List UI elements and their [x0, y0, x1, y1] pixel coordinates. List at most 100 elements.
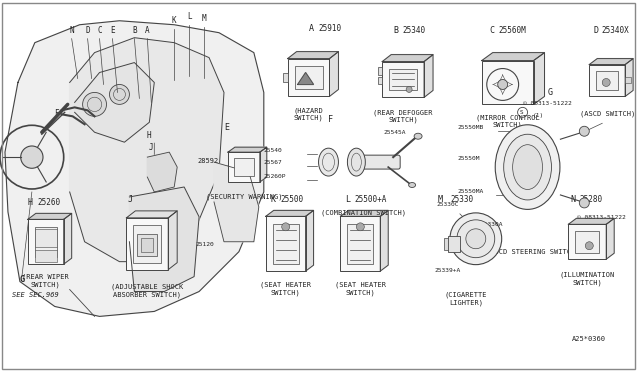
Text: 25260P: 25260P: [264, 174, 286, 179]
Text: L: L: [346, 195, 351, 204]
Text: B: B: [132, 26, 137, 35]
Polygon shape: [298, 73, 314, 84]
Polygon shape: [568, 218, 614, 224]
Text: SEE SEC.969: SEE SEC.969: [12, 292, 59, 298]
Text: (REAR DEFOGGER
SWITCH): (REAR DEFOGGER SWITCH): [373, 109, 433, 124]
Bar: [378, 77, 382, 84]
Polygon shape: [482, 52, 545, 61]
Text: 25567: 25567: [264, 160, 282, 165]
Text: K: K: [271, 195, 276, 204]
Text: 25550MA: 25550MA: [458, 189, 484, 194]
Bar: [448, 236, 460, 252]
Text: 25340X: 25340X: [601, 26, 629, 35]
Polygon shape: [214, 162, 259, 242]
Bar: [35, 250, 57, 262]
Bar: [568, 224, 606, 259]
Bar: [141, 238, 154, 252]
Text: (ASCD SWITCH): (ASCD SWITCH): [580, 110, 635, 117]
Text: B: B: [393, 26, 398, 35]
Text: (ADJUSTABLE SHOCK
ABSORBER SWITCH): (ADJUSTABLE SHOCK ABSORBER SWITCH): [111, 283, 184, 298]
Text: 25330: 25330: [451, 195, 474, 204]
Text: D: D: [85, 26, 90, 35]
Bar: [287, 58, 330, 96]
Ellipse shape: [513, 145, 543, 189]
Text: N: N: [69, 26, 74, 35]
Text: 25260: 25260: [38, 198, 61, 207]
Polygon shape: [28, 214, 72, 219]
Circle shape: [498, 80, 508, 89]
Bar: [378, 67, 382, 74]
Bar: [35, 229, 57, 247]
Text: D: D: [593, 26, 598, 35]
Ellipse shape: [495, 125, 560, 209]
Polygon shape: [606, 218, 614, 259]
Text: A25*0360: A25*0360: [572, 336, 606, 342]
Bar: [625, 77, 631, 83]
Text: F: F: [328, 115, 333, 124]
Polygon shape: [305, 211, 314, 271]
Bar: [283, 73, 287, 83]
Text: (MIRROR CONTROL
SWITCH): (MIRROR CONTROL SWITCH): [476, 114, 540, 128]
Text: (1): (1): [532, 113, 544, 118]
Circle shape: [83, 92, 106, 116]
Polygon shape: [168, 211, 177, 270]
Polygon shape: [424, 55, 433, 97]
Bar: [35, 227, 57, 257]
Text: 25910: 25910: [319, 24, 342, 33]
Text: 25500: 25500: [281, 195, 304, 204]
Text: 25280: 25280: [579, 195, 602, 204]
Circle shape: [282, 223, 290, 231]
Text: 25545A: 25545A: [383, 130, 406, 135]
Text: 25550M: 25550M: [458, 156, 481, 161]
Text: M: M: [202, 14, 206, 23]
Circle shape: [579, 198, 589, 208]
Text: 25330C: 25330C: [436, 202, 458, 207]
Bar: [589, 65, 625, 96]
Bar: [389, 68, 417, 90]
Text: M: M: [438, 195, 443, 204]
Bar: [444, 238, 448, 250]
Text: A: A: [145, 26, 150, 35]
Bar: [228, 152, 260, 182]
Text: L: L: [187, 12, 191, 21]
Polygon shape: [382, 55, 433, 62]
Bar: [273, 224, 299, 264]
Text: (1): (1): [588, 225, 598, 230]
Text: 25560M: 25560M: [499, 26, 527, 35]
Polygon shape: [589, 58, 633, 65]
Bar: [482, 61, 534, 105]
FancyBboxPatch shape: [362, 155, 400, 169]
Text: 28592: 28592: [197, 158, 218, 164]
Text: 25339+A: 25339+A: [434, 267, 460, 273]
Bar: [266, 217, 305, 271]
Text: H: H: [146, 131, 150, 140]
Text: S: S: [520, 110, 524, 115]
Circle shape: [109, 84, 129, 105]
Bar: [138, 234, 157, 256]
Polygon shape: [625, 58, 633, 96]
Text: F: F: [54, 109, 59, 118]
Polygon shape: [260, 147, 267, 182]
Text: J: J: [149, 143, 154, 152]
Bar: [348, 224, 373, 264]
Polygon shape: [380, 211, 388, 271]
Bar: [382, 62, 424, 97]
Bar: [575, 231, 599, 253]
Ellipse shape: [414, 133, 422, 139]
Polygon shape: [75, 62, 154, 142]
Ellipse shape: [348, 148, 365, 176]
Circle shape: [406, 86, 412, 92]
Text: (HAZARD
SWITCH): (HAZARD SWITCH): [294, 108, 323, 121]
Text: 25340: 25340: [402, 26, 425, 35]
Text: 25540: 25540: [264, 148, 282, 153]
Polygon shape: [340, 211, 388, 217]
Polygon shape: [534, 52, 545, 105]
Text: N: N: [570, 195, 575, 204]
Circle shape: [466, 229, 486, 249]
Text: (ILLUMINATION
SWITCH): (ILLUMINATION SWITCH): [559, 272, 615, 286]
Text: J: J: [127, 195, 132, 204]
Text: (SEAT HEATER
SWITCH): (SEAT HEATER SWITCH): [260, 282, 311, 296]
Bar: [294, 65, 323, 89]
Text: H: H: [28, 198, 33, 207]
Ellipse shape: [319, 148, 339, 176]
